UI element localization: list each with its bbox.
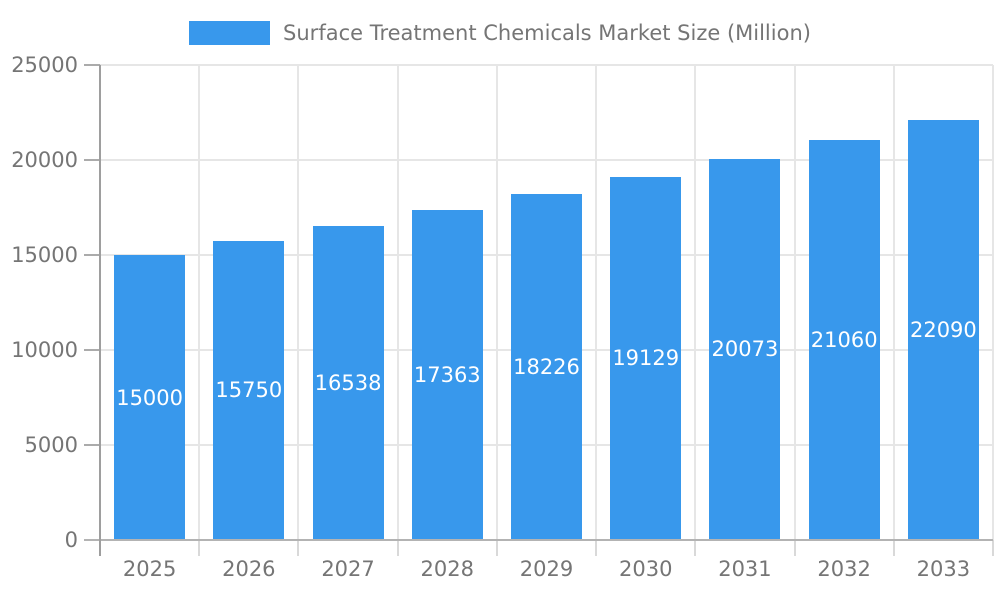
bar-2032 bbox=[808, 139, 880, 540]
y-axis-line bbox=[99, 65, 101, 556]
y-tick-mark bbox=[84, 349, 100, 351]
bar-value-label: 19129 bbox=[612, 346, 680, 371]
x-axis-tick-label: 2033 bbox=[916, 557, 971, 581]
x-tick-mark bbox=[595, 540, 598, 556]
legend-series-label: Surface Treatment Chemicals Market Size … bbox=[283, 21, 811, 45]
x-axis-tick-label: 2029 bbox=[519, 557, 574, 581]
bar-2029 bbox=[511, 193, 582, 540]
y-tick-mark bbox=[84, 254, 100, 256]
bar-value-label: 17363 bbox=[413, 363, 481, 388]
y-axis-tick-label: 25000 bbox=[11, 53, 78, 77]
y-tick-mark bbox=[84, 444, 100, 446]
x-tick-mark bbox=[198, 540, 201, 556]
x-tick-mark bbox=[992, 540, 994, 556]
y-axis-tick-label: 5000 bbox=[24, 433, 78, 457]
x-tick-mark bbox=[793, 540, 796, 556]
bar-2033 bbox=[907, 120, 979, 540]
bar-value-label: 15000 bbox=[116, 385, 184, 410]
bar-value-label: 22090 bbox=[909, 318, 977, 343]
bar-2027 bbox=[312, 225, 384, 540]
chart-legend: Surface Treatment Chemicals Market Size … bbox=[0, 21, 1000, 45]
y-gridline bbox=[100, 159, 993, 161]
x-axis-tick-label: 2031 bbox=[718, 557, 772, 581]
bar-2025 bbox=[114, 255, 186, 540]
x-gridline bbox=[793, 65, 796, 540]
y-tick-mark bbox=[84, 159, 100, 161]
x-tick-mark bbox=[892, 540, 895, 556]
y-axis-tick-label: 20000 bbox=[11, 148, 78, 172]
bar-value-label: 16538 bbox=[314, 370, 382, 395]
x-tick-mark bbox=[396, 540, 399, 556]
x-gridline bbox=[892, 65, 895, 540]
bar-value-label: 18226 bbox=[513, 354, 580, 379]
x-axis-tick-label: 2030 bbox=[618, 557, 673, 581]
x-axis-tick-label: 2027 bbox=[321, 557, 375, 581]
x-gridline bbox=[297, 65, 300, 540]
bar-2031 bbox=[709, 158, 781, 540]
x-gridline bbox=[992, 65, 994, 540]
x-tick-mark bbox=[495, 540, 498, 556]
x-axis-tick-label: 2026 bbox=[222, 557, 276, 581]
y-axis-tick-label: 10000 bbox=[11, 338, 78, 362]
x-gridline bbox=[694, 65, 697, 540]
x-gridline bbox=[595, 65, 598, 540]
x-gridline bbox=[495, 65, 498, 540]
x-axis-tick-label: 2032 bbox=[817, 557, 871, 581]
x-axis-baseline bbox=[84, 539, 993, 541]
bar-2026 bbox=[213, 240, 285, 540]
x-tick-mark bbox=[297, 540, 300, 556]
legend-color-swatch bbox=[189, 21, 271, 45]
y-axis-tick-label: 15000 bbox=[11, 243, 78, 267]
x-gridline bbox=[396, 65, 399, 540]
y-tick-mark bbox=[84, 64, 100, 66]
x-axis-tick-label: 2028 bbox=[420, 557, 474, 581]
bar-value-label: 15750 bbox=[215, 378, 283, 403]
y-axis-tick-label: 0 bbox=[64, 528, 78, 552]
bar-value-label: 20073 bbox=[711, 337, 779, 362]
y-gridline bbox=[100, 64, 993, 66]
bar-value-label: 21060 bbox=[810, 327, 878, 352]
bar-2030 bbox=[610, 176, 682, 540]
x-tick-mark bbox=[694, 540, 697, 556]
x-gridline bbox=[198, 65, 201, 540]
x-axis-tick-label: 2025 bbox=[122, 557, 177, 581]
bar-2028 bbox=[411, 210, 483, 540]
